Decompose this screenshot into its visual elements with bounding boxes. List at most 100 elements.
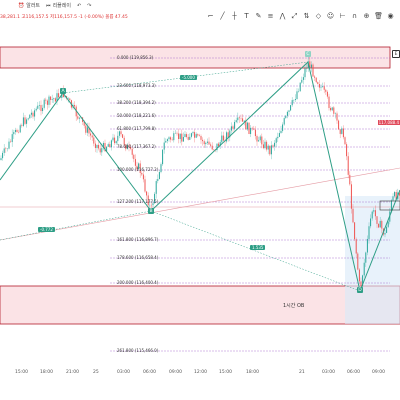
eye-icon[interactable]: ◉ [387,12,394,20]
drawing-toolbar: ⌐ ╱ ┼ T ✎ ≡ ⋀ ⤢ ⇅ ◇ ☺ ⊢ ∩ ⊕ 🗑 ◉ [207,13,394,20]
candle-body [35,108,37,111]
candle-body [227,132,229,138]
candle-body [34,110,36,117]
candle-body [136,165,138,170]
trash-icon[interactable]: 🗑 [374,12,383,20]
candle-body [275,138,277,143]
ruler2-icon[interactable]: ⊢ [339,12,346,20]
candle-body [37,105,39,109]
candle-body [256,136,258,142]
candle-body [64,96,66,97]
x-tick: 25 [93,370,99,375]
ruler-icon[interactable]: ⌐ [207,12,214,20]
candle-body [387,221,389,227]
candle-body [122,134,124,138]
candle-body [264,141,266,149]
candle-body [5,148,7,149]
x-tick: 15:00 [15,370,28,375]
candle-body [274,142,276,147]
candle-body [58,93,60,98]
candle-body [318,84,320,88]
candle-body [130,147,132,149]
candle-body [112,137,114,141]
candle-body [109,144,111,148]
candle-body [242,118,244,122]
entry-box[interactable] [379,200,400,211]
brush-icon[interactable]: ✎ [255,12,262,20]
candle-body [141,172,143,175]
candle-body [205,142,207,145]
redo-icon: ↷ [87,2,92,9]
candle-body [341,128,343,134]
candle-body [165,140,167,143]
point-e[interactable]: E [392,50,400,58]
fib-label: 200.000 (116,400.4) [117,280,159,285]
shapes-icon[interactable]: ◇ [315,12,322,20]
candle-body [365,252,367,263]
candle-body [88,127,90,134]
x-tick: 06:00 [347,370,360,375]
top-toolbar: ⏰ 알러트 ⏮ 리플레이 ↶ ↷ 38,281.1 고116,157.5 저116,… [0,0,400,26]
candle-body [302,77,304,80]
price-chart[interactable] [0,26,400,366]
fib-icon[interactable]: ≡ [267,12,274,20]
point-d[interactable]: D [357,287,363,293]
harmonic-pattern[interactable] [0,61,400,293]
candle-body [299,82,301,92]
magnet-icon[interactable]: ∩ [351,12,358,20]
candle-body [19,125,21,133]
candle-body [290,105,292,111]
point-c[interactable]: C [305,51,311,57]
text-icon[interactable]: T [244,12,249,20]
ohlc-readout: 38,281.1 고116,157.5 저116,157.5 -1 (-0.00… [0,15,128,20]
candle-body [173,133,175,141]
candle-body [339,129,341,134]
candle-body [328,96,330,109]
candle-body [301,79,303,83]
candle-body [40,105,42,112]
candle-body [142,174,144,180]
point-a[interactable]: A [60,88,66,94]
candle-body [157,179,159,182]
crossline-icon[interactable]: ┼ [232,12,237,20]
candle-body [194,132,196,138]
point-b[interactable]: B [148,208,154,214]
candle-body [117,135,119,142]
undo-icon: ↶ [76,2,82,9]
emoji-icon[interactable]: ☺ [326,12,335,20]
candle-body [333,107,335,114]
candle-body [248,122,250,134]
pattern-icon[interactable]: ⋀ [279,12,286,20]
candle-body [190,133,192,137]
order-block-zone[interactable] [0,285,400,325]
candle-body [272,145,274,147]
candle-body [310,64,312,68]
candle-body [291,100,293,106]
candle-body [235,120,237,122]
forecast-icon[interactable]: ⤢ [291,12,298,20]
replay-menu-item[interactable]: ⏮ 리플레이 [46,2,71,10]
candle-body [346,144,348,157]
candle-body [24,117,26,124]
candle-body [390,200,392,212]
zoom-icon[interactable]: ⊕ [363,12,370,20]
candle-body [211,145,213,150]
x-tick: 03:00 [117,370,130,375]
candle-body [282,124,284,131]
candle-body [94,143,96,148]
candle-body [358,269,360,282]
redo-button[interactable]: ↷ [87,3,91,9]
candle-body [2,152,4,159]
measure-icon[interactable]: ⇅ [303,12,310,20]
trendline-up[interactable] [0,167,400,241]
candle-body [366,238,368,253]
candle-body [315,77,317,83]
alert-menu-item[interactable]: ⏰ 알러트 [18,2,41,10]
candle-body [288,110,290,112]
candle-body [77,116,79,119]
supply-zone[interactable] [0,46,391,69]
candle-body [118,131,120,136]
undo-button[interactable]: ↶ [77,3,81,9]
candle-body [163,142,165,150]
arrow-icon[interactable]: ╱ [220,12,225,20]
